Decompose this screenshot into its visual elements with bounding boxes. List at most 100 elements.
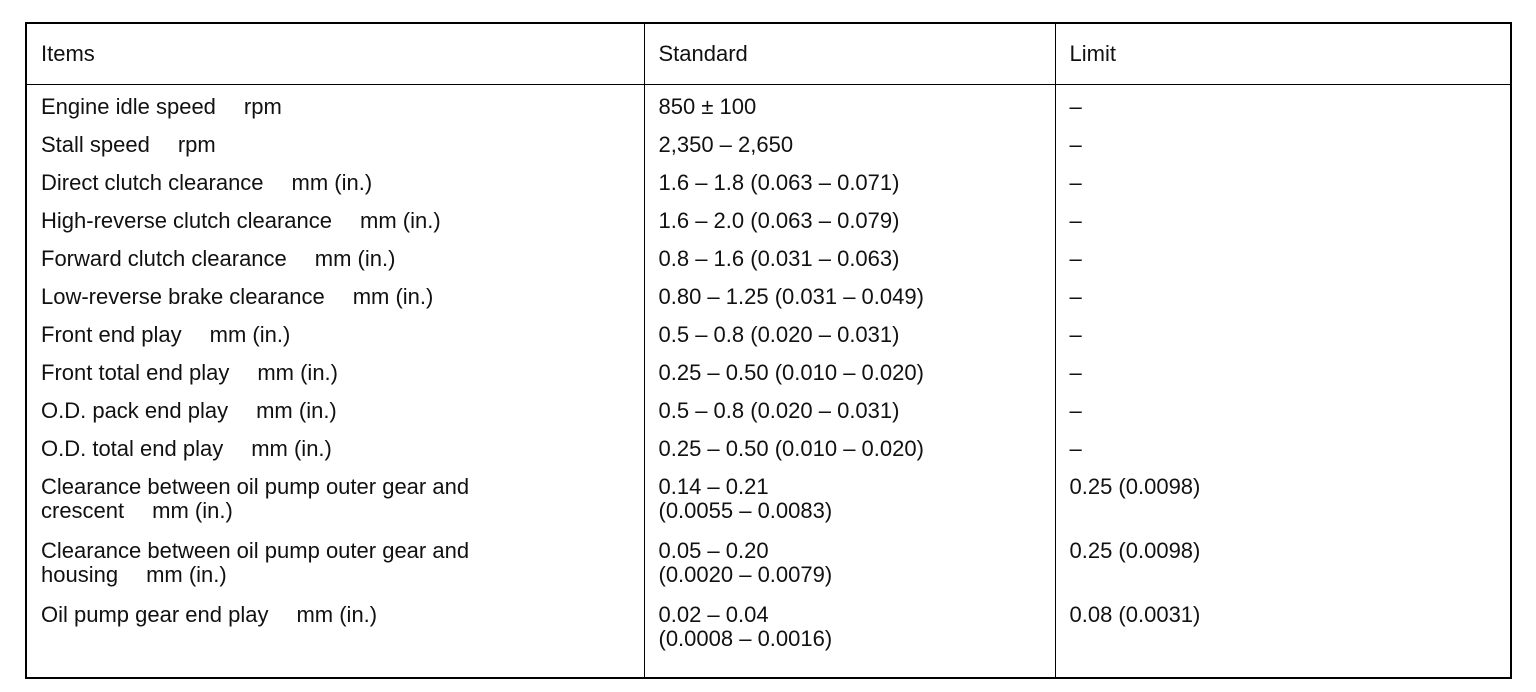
limit-value: – xyxy=(1069,436,1082,461)
table-row: Clearance between oil pump outer gear an… xyxy=(25,538,1511,603)
standard-value: 1.6 – 1.8 (0.063 – 0.071) xyxy=(658,170,900,195)
limit-cell: – xyxy=(1054,170,1511,209)
header-cell: Standard xyxy=(643,23,1055,85)
standard-cell: 0.5 – 0.8 (0.020 – 0.031) xyxy=(643,322,1055,361)
item-cell: Low-reverse brake clearance mm (in.) xyxy=(25,285,644,323)
table-row: Low-reverse brake clearance mm (in.) 0.80 … xyxy=(25,284,1511,323)
spec-table: Items Standard Limit Engine idle speed rp… xyxy=(25,22,1512,679)
header-cell: Limit xyxy=(1054,23,1511,85)
limit-value: – xyxy=(1069,208,1082,233)
standard-cell: 1.6 – 1.8 (0.063 – 0.071) xyxy=(643,170,1055,209)
standard-value: (0.0020 – 0.0079) xyxy=(658,562,833,587)
item-text-block: O.D. pack end play mm (in.) xyxy=(41,399,586,423)
item-name: Clearance between oil pump outer gear an… xyxy=(41,538,470,587)
item-text-block: Front total end play mm (in.) xyxy=(41,361,586,385)
item-name: Front total end play xyxy=(41,360,230,385)
item-cell: Clearance between oil pump outer gear an… xyxy=(25,538,644,603)
item-text-block: Forward clutch clearance mm (in.) xyxy=(41,247,586,271)
item-cell: Stall speed rpm xyxy=(25,133,644,171)
item-name: Direct clutch clearance xyxy=(41,170,264,195)
limit-cell: 0.08 (0.0031) xyxy=(1054,602,1511,678)
table-row: Front end play mm (in.) 0.5 – 0.8 (0.020 –… xyxy=(25,322,1511,361)
limit-cell: – xyxy=(1054,284,1511,323)
item-name: Low-reverse brake clearance xyxy=(41,284,325,309)
standard-value: 0.5 – 0.8 (0.020 – 0.031) xyxy=(658,398,900,423)
item-name: Oil pump gear end play xyxy=(41,602,269,627)
table-row: O.D. pack end play mm (in.) 0.5 – 0.8 (0.0… xyxy=(25,398,1511,437)
standard-cell: 0.8 – 1.6 (0.031 – 0.063) xyxy=(643,246,1055,285)
item-text-block: High-reverse clutch clearance mm (in.) xyxy=(41,209,586,233)
standard-cell: 2,350 – 2,650 xyxy=(643,133,1055,171)
item-text-block: Oil pump gear end play mm (in.) xyxy=(41,603,586,627)
standard-value: (0.0055 – 0.0083) xyxy=(658,498,833,523)
limit-value: – xyxy=(1069,360,1082,385)
item-unit: mm (in.) xyxy=(152,498,233,523)
limit-value: 0.25 (0.0098) xyxy=(1069,538,1201,563)
item-name: O.D. pack end play xyxy=(41,398,229,423)
standard-cell: 0.14 – 0.21 (0.0055 – 0.0083) xyxy=(643,474,1055,539)
item-cell: Forward clutch clearance mm (in.) xyxy=(25,247,644,285)
item-text-block: Clearance between oil pump outer gear an… xyxy=(41,475,586,523)
item-unit: mm (in.) xyxy=(257,360,338,385)
limit-cell: – xyxy=(1054,436,1511,475)
limit-cell: – xyxy=(1054,360,1511,399)
standard-value: 0.80 – 1.25 (0.031 – 0.049) xyxy=(658,284,924,309)
limit-cell: – xyxy=(1054,322,1511,361)
item-unit: mm (in.) xyxy=(360,208,441,233)
item-name: O.D. total end play xyxy=(41,436,224,461)
table-row: Forward clutch clearance mm (in.) 0.8 – 1.… xyxy=(25,246,1511,285)
header-cell: Items xyxy=(25,23,644,85)
limit-cell: – xyxy=(1054,132,1511,171)
standard-value: 0.8 – 1.6 (0.031 – 0.063) xyxy=(658,246,900,271)
item-unit: mm (in.) xyxy=(352,284,434,309)
standard-value: 0.5 – 0.8 (0.020 – 0.031) xyxy=(658,322,900,347)
limit-cell: 0.25 (0.0098) xyxy=(1054,474,1511,539)
limit-value: – xyxy=(1069,322,1082,347)
standard-cell: 0.80 – 1.25 (0.031 – 0.049) xyxy=(643,284,1055,323)
item-text-block: Low-reverse brake clearance mm (in.) xyxy=(41,285,586,309)
standard-value: 0.14 – 0.21 xyxy=(658,474,769,499)
item-name: Front end play xyxy=(41,322,182,347)
item-cell: O.D. pack end play mm (in.) xyxy=(25,399,644,437)
limit-value: – xyxy=(1069,132,1082,157)
table-body: Engine idle speed rpm 850 ± 100– Stall spee… xyxy=(25,84,1511,678)
item-unit: mm (in.) xyxy=(296,602,378,627)
standard-cell: 0.25 – 0.50 (0.010 – 0.020) xyxy=(643,361,1055,399)
item-name: Clearance between oil pump outer gear an… xyxy=(41,474,470,523)
limit-value: 0.25 (0.0098) xyxy=(1069,474,1201,499)
item-unit: rpm xyxy=(243,94,282,119)
limit-value: 0.08 (0.0031) xyxy=(1069,602,1201,627)
limit-value: – xyxy=(1069,94,1082,119)
standard-value: 1.6 – 2.0 (0.063 – 0.079) xyxy=(658,208,900,233)
item-cell: Oil pump gear end play mm (in.) xyxy=(25,603,644,678)
item-cell: O.D. total end play mm (in.) xyxy=(25,437,644,475)
table-row: Direct clutch clearance mm (in.) 1.6 – 1.8… xyxy=(25,170,1511,209)
limit-cell: – xyxy=(1054,208,1511,247)
item-cell: Direct clutch clearance mm (in.) xyxy=(25,170,644,209)
limit-cell: – xyxy=(1054,246,1511,285)
standard-cell: 850 ± 100 xyxy=(643,84,1055,133)
limit-value: – xyxy=(1069,170,1082,195)
standard-value: 0.02 – 0.04 xyxy=(658,602,769,627)
standard-cell: 0.02 – 0.04 (0.0008 – 0.0016) xyxy=(643,602,1055,678)
item-text-block: Stall speed rpm xyxy=(41,133,586,157)
item-name: Forward clutch clearance xyxy=(41,246,287,271)
standard-cell: 1.6 – 2.0 (0.063 – 0.079) xyxy=(643,208,1055,247)
item-unit: mm (in.) xyxy=(209,322,291,347)
table-row: O.D. total end play mm (in.) 0.25 – 0.50 (… xyxy=(25,436,1511,475)
item-cell: Clearance between oil pump outer gear an… xyxy=(25,475,644,539)
limit-cell: – xyxy=(1054,84,1511,133)
standard-cell: 0.05 – 0.20 (0.0020 – 0.0079) xyxy=(643,539,1055,603)
limit-value: – xyxy=(1069,398,1082,423)
standard-value: (0.0008 – 0.0016) xyxy=(658,626,833,651)
limit-cell: – xyxy=(1054,398,1511,437)
limit-value: – xyxy=(1069,246,1082,271)
table-row: High-reverse clutch clearance mm (in.) 1.6… xyxy=(25,208,1511,247)
item-unit: rpm xyxy=(177,132,216,157)
limit-value: – xyxy=(1069,284,1082,309)
item-unit: mm (in.) xyxy=(291,170,373,195)
item-text-block: O.D. total end play mm (in.) xyxy=(41,437,586,461)
item-name: Engine idle speed xyxy=(41,94,216,119)
item-text-block: Engine idle speed rpm xyxy=(41,95,586,119)
